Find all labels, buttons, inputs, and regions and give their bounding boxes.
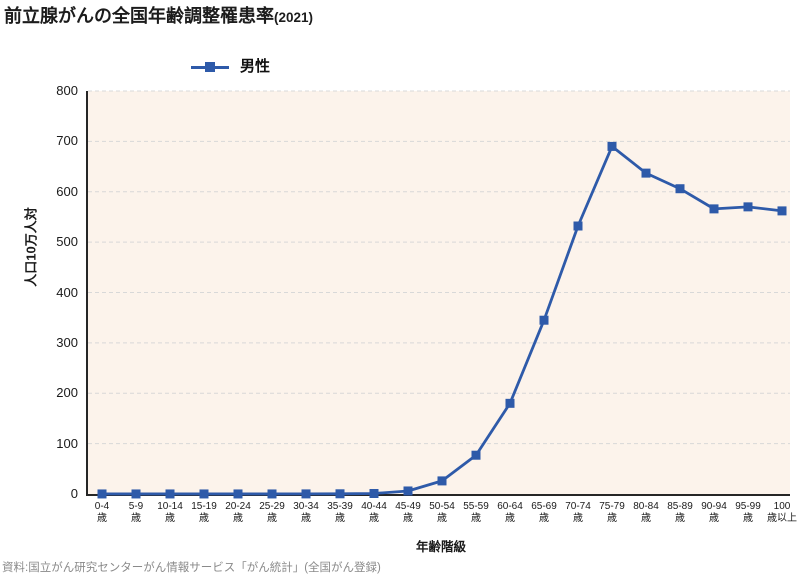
x-tick-label: 90-94 歳 — [701, 501, 727, 524]
y-tick-label: 700 — [56, 133, 78, 149]
data-point-marker — [369, 488, 379, 498]
x-tick-label: 15-19 歳 — [191, 501, 217, 524]
data-point-marker — [131, 489, 141, 499]
data-point-marker — [267, 489, 277, 499]
x-tick-label: 70-74 歳 — [565, 501, 591, 524]
x-tick-label: 20-24 歳 — [225, 501, 251, 524]
data-point-marker — [539, 315, 549, 325]
x-tick-label: 60-64 歳 — [497, 501, 523, 524]
legend-line-marker-icon — [191, 59, 229, 75]
x-tick-label: 100 歳以上 — [767, 501, 797, 524]
source-note: 資料:国立がん研究センターがん情報サービス「がん統計」(全国がん登録) — [2, 562, 381, 574]
x-tick-label: 85-89 歳 — [667, 501, 693, 524]
page-title-year: (2021) — [274, 10, 314, 25]
x-tick-label: 45-49 歳 — [395, 501, 421, 524]
x-tick-label: 30-34 歳 — [293, 501, 319, 524]
x-tick-label: 35-39 歳 — [327, 501, 353, 524]
x-tick-label: 10-14 歳 — [157, 501, 183, 524]
data-point-marker — [233, 489, 243, 499]
x-tick-label: 5-9 歳 — [128, 501, 144, 524]
x-tick-label: 0-4 歳 — [94, 501, 110, 524]
y-tick-label: 500 — [56, 234, 78, 250]
line-series-male — [102, 145, 783, 496]
data-point-marker — [743, 202, 753, 212]
data-point-marker — [301, 489, 311, 499]
x-tick-label: 65-69 歳 — [531, 501, 557, 524]
x-tick-label: 25-29 歳 — [259, 501, 285, 524]
data-point-marker — [641, 168, 651, 178]
page-title: 前立腺がんの全国年齢調整罹患率(2021) — [4, 2, 313, 28]
plot-area — [86, 90, 790, 499]
y-tick-label: 800 — [56, 83, 78, 98]
x-tick-label: 50-54 歳 — [429, 501, 455, 524]
page-title-main: 前立腺がんの全国年齢調整罹患率 — [4, 6, 274, 26]
data-point-marker — [675, 184, 685, 194]
y-tick-label: 200 — [56, 385, 78, 401]
x-tick-label: 80-84 歳 — [633, 501, 659, 524]
line-chart-canvas — [88, 90, 790, 499]
data-point-marker — [165, 489, 175, 499]
x-tick-label: 75-79 歳 — [599, 501, 625, 524]
y-tick-label: 0 — [70, 486, 78, 501]
legend-square-icon — [205, 62, 215, 72]
data-point-marker — [437, 476, 447, 486]
legend-label: 男性 — [240, 58, 271, 75]
x-axis-title: 年齢階級 — [415, 540, 467, 554]
data-point-marker — [97, 489, 107, 499]
y-tick-label: 400 — [56, 284, 78, 300]
x-tick-label: 95-99 歳 — [735, 501, 761, 524]
x-tick-label: 55-59 歳 — [463, 501, 489, 524]
data-point-marker — [573, 221, 583, 231]
y-tick-label: 600 — [56, 183, 78, 199]
data-point-marker — [403, 486, 413, 496]
y-tick-label: 100 — [56, 435, 78, 451]
legend-item-male[interactable]: 男性 — [191, 58, 270, 76]
data-point-marker — [335, 489, 345, 499]
data-point-marker — [777, 206, 787, 216]
y-tick-label: 300 — [56, 334, 78, 350]
x-tick-label: 40-44 歳 — [361, 501, 387, 524]
data-point-marker — [709, 204, 719, 214]
data-point-marker — [199, 489, 209, 499]
data-point-marker — [505, 398, 515, 408]
data-point-marker — [607, 141, 617, 151]
data-point-marker — [471, 450, 481, 460]
